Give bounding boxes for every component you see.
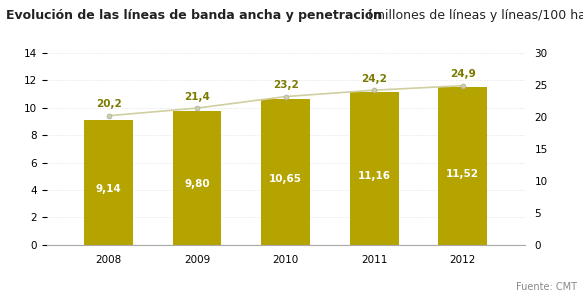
- Text: 20,2: 20,2: [96, 99, 121, 109]
- Bar: [173, 111, 222, 245]
- Text: 24,2: 24,2: [361, 74, 387, 84]
- Text: Evolución de las líneas de banda ancha y penetración: Evolución de las líneas de banda ancha y…: [6, 9, 382, 22]
- Text: Fuente: CMT: Fuente: CMT: [516, 282, 577, 292]
- Text: 11,16: 11,16: [358, 171, 391, 181]
- Text: 21,4: 21,4: [184, 92, 210, 102]
- Text: 23,2: 23,2: [273, 80, 298, 90]
- Bar: [438, 87, 487, 245]
- Legend: Banda ancha fija, Penetración (líneas/100 habitantes): Banda ancha fija, Penetración (líneas/10…: [37, 292, 374, 295]
- Bar: [85, 120, 133, 245]
- Text: 9,80: 9,80: [184, 179, 210, 189]
- Text: 11,52: 11,52: [446, 169, 479, 179]
- Text: 10,65: 10,65: [269, 174, 302, 184]
- Text: 9,14: 9,14: [96, 183, 121, 194]
- Bar: [261, 99, 310, 245]
- Bar: [350, 92, 399, 245]
- Text: 24,9: 24,9: [450, 69, 476, 79]
- Text: (millones de líneas y líneas/100 habitantes): (millones de líneas y líneas/100 habitan…: [364, 9, 583, 22]
